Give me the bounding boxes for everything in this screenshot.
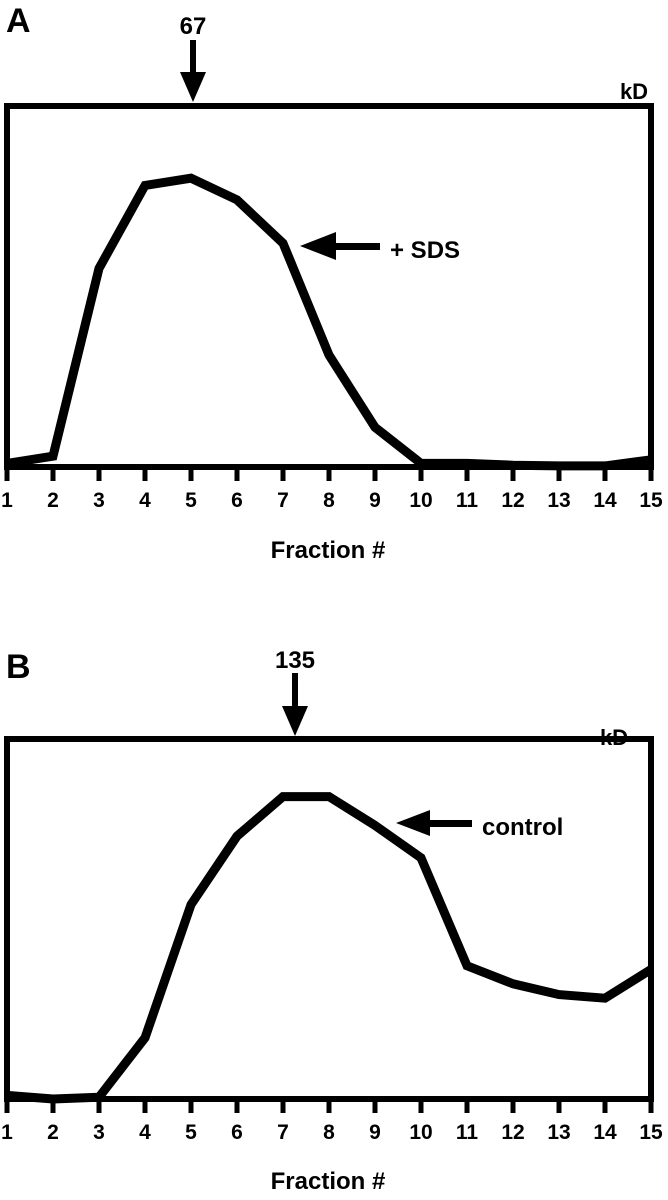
marker-arrow-b <box>282 673 308 736</box>
x-tick <box>280 1099 286 1113</box>
panel-b: B 135 kD control 1 2 3 4 5 6 7 8 9 10 11 12 13 14 15 F… <box>0 630 668 1200</box>
annotation-arrow-a <box>300 232 380 260</box>
x-tick <box>326 1099 332 1113</box>
x-axis-label-a: Fraction # <box>271 537 386 564</box>
plot-area-b <box>4 736 654 1104</box>
x-tick-label: 10 <box>409 1121 432 1144</box>
series-line <box>6 792 654 1104</box>
x-tick-label: 11 <box>456 1121 479 1144</box>
chart-b-svg: B 135 kD control 1 2 3 4 5 6 7 8 9 10 11 12 13 14 15 F… <box>1 647 663 1195</box>
x-tick <box>234 1099 240 1113</box>
x-tick-label: 7 <box>277 1121 289 1144</box>
x-tick-label: 15 <box>639 489 663 512</box>
x-tick <box>326 467 332 481</box>
x-tick <box>602 467 608 481</box>
x-tick <box>510 467 516 481</box>
series-line <box>6 173 652 471</box>
x-tick-label: 4 <box>139 489 151 512</box>
x-tick <box>372 467 378 481</box>
x-tick-label: 8 <box>323 489 335 512</box>
x-tick <box>602 1099 608 1113</box>
x-axis-ticks-b: 1 2 3 4 5 6 7 8 9 10 11 12 13 14 15 <box>1 1099 663 1144</box>
x-tick-label: 9 <box>369 1121 381 1144</box>
x-tick <box>50 467 56 481</box>
x-tick-label: 1 <box>1 489 13 512</box>
x-tick <box>510 1099 516 1113</box>
panel-label-a: A <box>6 2 31 40</box>
x-tick-label: 3 <box>93 1121 105 1144</box>
annotation-arrow-b <box>396 810 472 836</box>
x-tick-label: 1 <box>1 1121 13 1144</box>
x-tick-label: 12 <box>501 489 524 512</box>
x-axis-label-b: Fraction # <box>271 1168 386 1195</box>
marker-label-b: 135 <box>275 647 315 674</box>
marker-arrow-a <box>180 40 206 102</box>
chart-a-svg: A 67 kD + SDS 1 2 3 4 5 6 7 8 9 10 11 12 13 14 15 Frac… <box>1 2 663 564</box>
x-tick <box>188 1099 194 1113</box>
x-tick-label: 10 <box>409 489 432 512</box>
plot-frame <box>4 103 654 470</box>
x-tick-label: 5 <box>185 1121 197 1144</box>
x-tick-label: 2 <box>47 489 59 512</box>
panel-label-b: B <box>6 648 31 686</box>
panel-a: A 67 kD + SDS 1 2 3 4 5 6 7 8 9 10 11 12 13 14 15 Frac… <box>0 0 668 570</box>
x-tick-label: 6 <box>231 489 243 512</box>
x-tick <box>648 467 654 481</box>
x-tick-label: 6 <box>231 1121 243 1144</box>
x-tick <box>142 467 148 481</box>
x-tick <box>96 1099 102 1113</box>
plot-area-a <box>4 103 654 471</box>
x-tick <box>372 1099 378 1113</box>
x-tick <box>234 467 240 481</box>
x-tick-label: 13 <box>547 489 570 512</box>
x-tick-label: 8 <box>323 1121 335 1144</box>
x-tick <box>4 467 10 481</box>
x-axis-ticks-a: 1 2 3 4 5 6 7 8 9 10 11 12 13 14 15 <box>1 467 663 512</box>
x-tick <box>4 1099 10 1113</box>
x-tick <box>464 467 470 481</box>
x-tick-label: 7 <box>277 489 289 512</box>
x-tick <box>142 1099 148 1113</box>
x-tick-label: 15 <box>639 1121 663 1144</box>
x-tick <box>188 467 194 481</box>
x-tick <box>50 1099 56 1113</box>
x-tick <box>464 1099 470 1113</box>
x-tick-label: 4 <box>139 1121 151 1144</box>
x-tick <box>418 1099 424 1113</box>
series-label-a: + SDS <box>390 237 460 264</box>
x-tick <box>418 467 424 481</box>
x-tick-label: 12 <box>501 1121 524 1144</box>
x-tick <box>556 467 562 481</box>
x-tick-label: 3 <box>93 489 105 512</box>
x-tick-label: 2 <box>47 1121 59 1144</box>
x-tick-label: 13 <box>547 1121 570 1144</box>
x-tick-label: 9 <box>369 489 381 512</box>
x-tick <box>280 467 286 481</box>
series-label-b: control <box>482 814 563 841</box>
x-tick-label: 11 <box>456 489 479 512</box>
x-tick <box>96 467 102 481</box>
x-tick-label: 14 <box>593 489 617 512</box>
x-tick <box>648 1099 654 1113</box>
unit-label-a: kD <box>620 79 648 104</box>
marker-label-a: 67 <box>180 13 207 40</box>
x-tick-label: 5 <box>185 489 197 512</box>
x-tick <box>556 1099 562 1113</box>
x-tick-label: 14 <box>593 1121 617 1144</box>
